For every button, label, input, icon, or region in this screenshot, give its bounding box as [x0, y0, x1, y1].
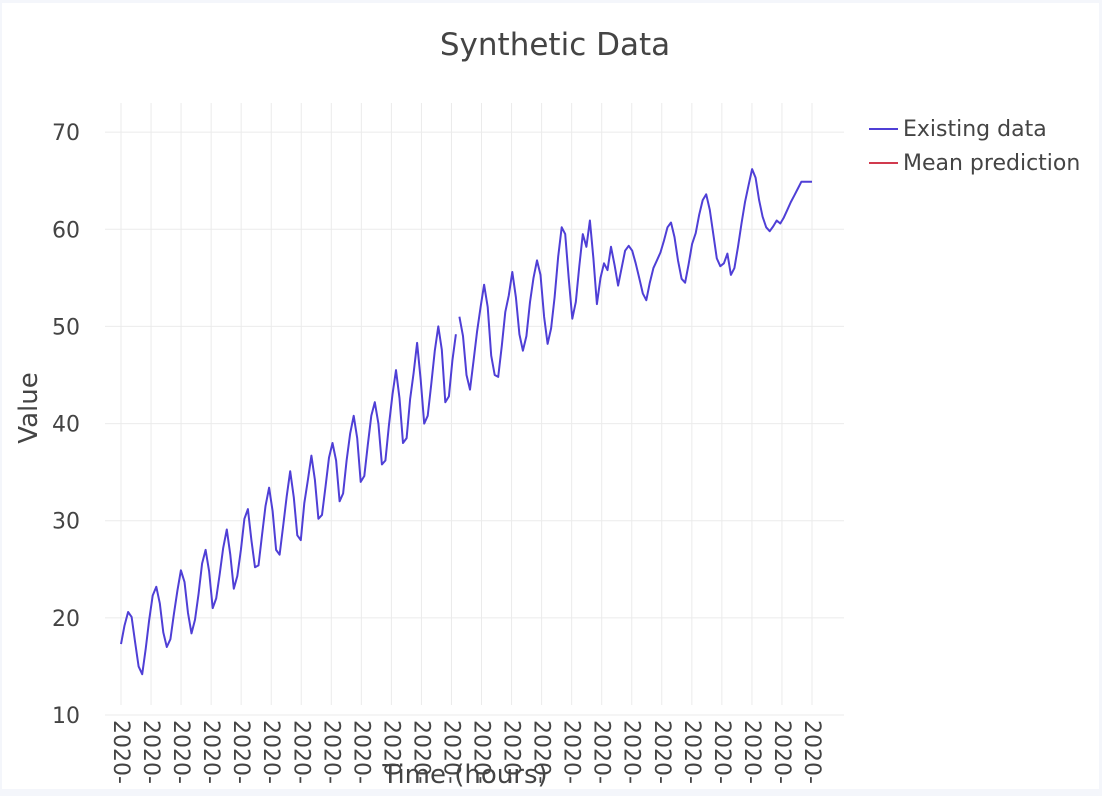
y-tick-label: 60 — [52, 218, 80, 243]
x-tick-label: 2020- — [799, 720, 824, 784]
legend-item-prediction: Mean prediction — [869, 151, 1080, 176]
x-tick-label: 2020- — [529, 720, 554, 784]
x-tick-label: 2020- — [348, 720, 373, 784]
x-tick-label: 2020- — [649, 720, 674, 784]
chart-title: Synthetic Data — [440, 27, 670, 63]
x-tick-label: 2020- — [709, 720, 734, 784]
chart-figure: 10 20 30 40 50 60 70 2020- 2020- 2020- 2020- 2020-… — [2, 3, 1099, 789]
x-tick-label: 2020- — [108, 720, 133, 784]
x-tick-label: 2020- — [198, 720, 223, 784]
series-line-0 — [120, 325, 457, 676]
x-tick-label: 2020- — [318, 720, 343, 784]
x-tick-label: 2020- — [288, 720, 313, 784]
x-tick-label: 2020- — [589, 720, 614, 784]
x-tick-label: 2020- — [739, 720, 764, 784]
x-axis-ticks: 2020- 2020- 2020- 2020- 2020- 2020- 2020- 2020-… — [108, 720, 824, 784]
x-tick-label: 2020- — [408, 720, 433, 784]
x-tick-label: 2020- — [559, 720, 584, 784]
x-tick-label: 2020- — [769, 720, 794, 784]
y-tick-label: 30 — [52, 510, 80, 535]
series-lines — [120, 168, 812, 676]
legend-label-existing: Existing data — [903, 117, 1047, 142]
x-tick-label: 2020- — [258, 720, 283, 784]
legend-label-prediction: Mean prediction — [903, 151, 1080, 176]
x-tick-label: 2020- — [499, 720, 524, 784]
x-tick-label: 2020- — [469, 720, 494, 784]
y-axis-label: Value — [14, 372, 44, 443]
grid — [105, 103, 844, 716]
x-tick-label: 2020- — [138, 720, 163, 784]
y-tick-label: 10 — [52, 704, 80, 729]
y-tick-label: 40 — [52, 413, 80, 438]
y-tick-label: 20 — [52, 607, 80, 632]
x-tick-label: 2020- — [679, 720, 704, 784]
x-tick-label: 2020- — [378, 720, 403, 784]
x-axis-label: Time (hours) — [381, 760, 547, 789]
series-line-1 — [458, 168, 812, 391]
y-tick-label: 50 — [52, 315, 80, 340]
legend-item-existing: Existing data — [869, 117, 1047, 142]
x-tick-label: 2020- — [438, 720, 463, 784]
x-tick-label: 2020- — [168, 720, 193, 784]
legend: Existing data Mean prediction — [869, 117, 1080, 176]
chart-background — [2, 3, 1099, 789]
x-tick-label: 2020- — [619, 720, 644, 784]
y-tick-label: 70 — [52, 121, 80, 146]
x-tick-label: 2020- — [228, 720, 253, 784]
y-axis-ticks: 10 20 30 40 50 60 70 — [52, 121, 80, 729]
